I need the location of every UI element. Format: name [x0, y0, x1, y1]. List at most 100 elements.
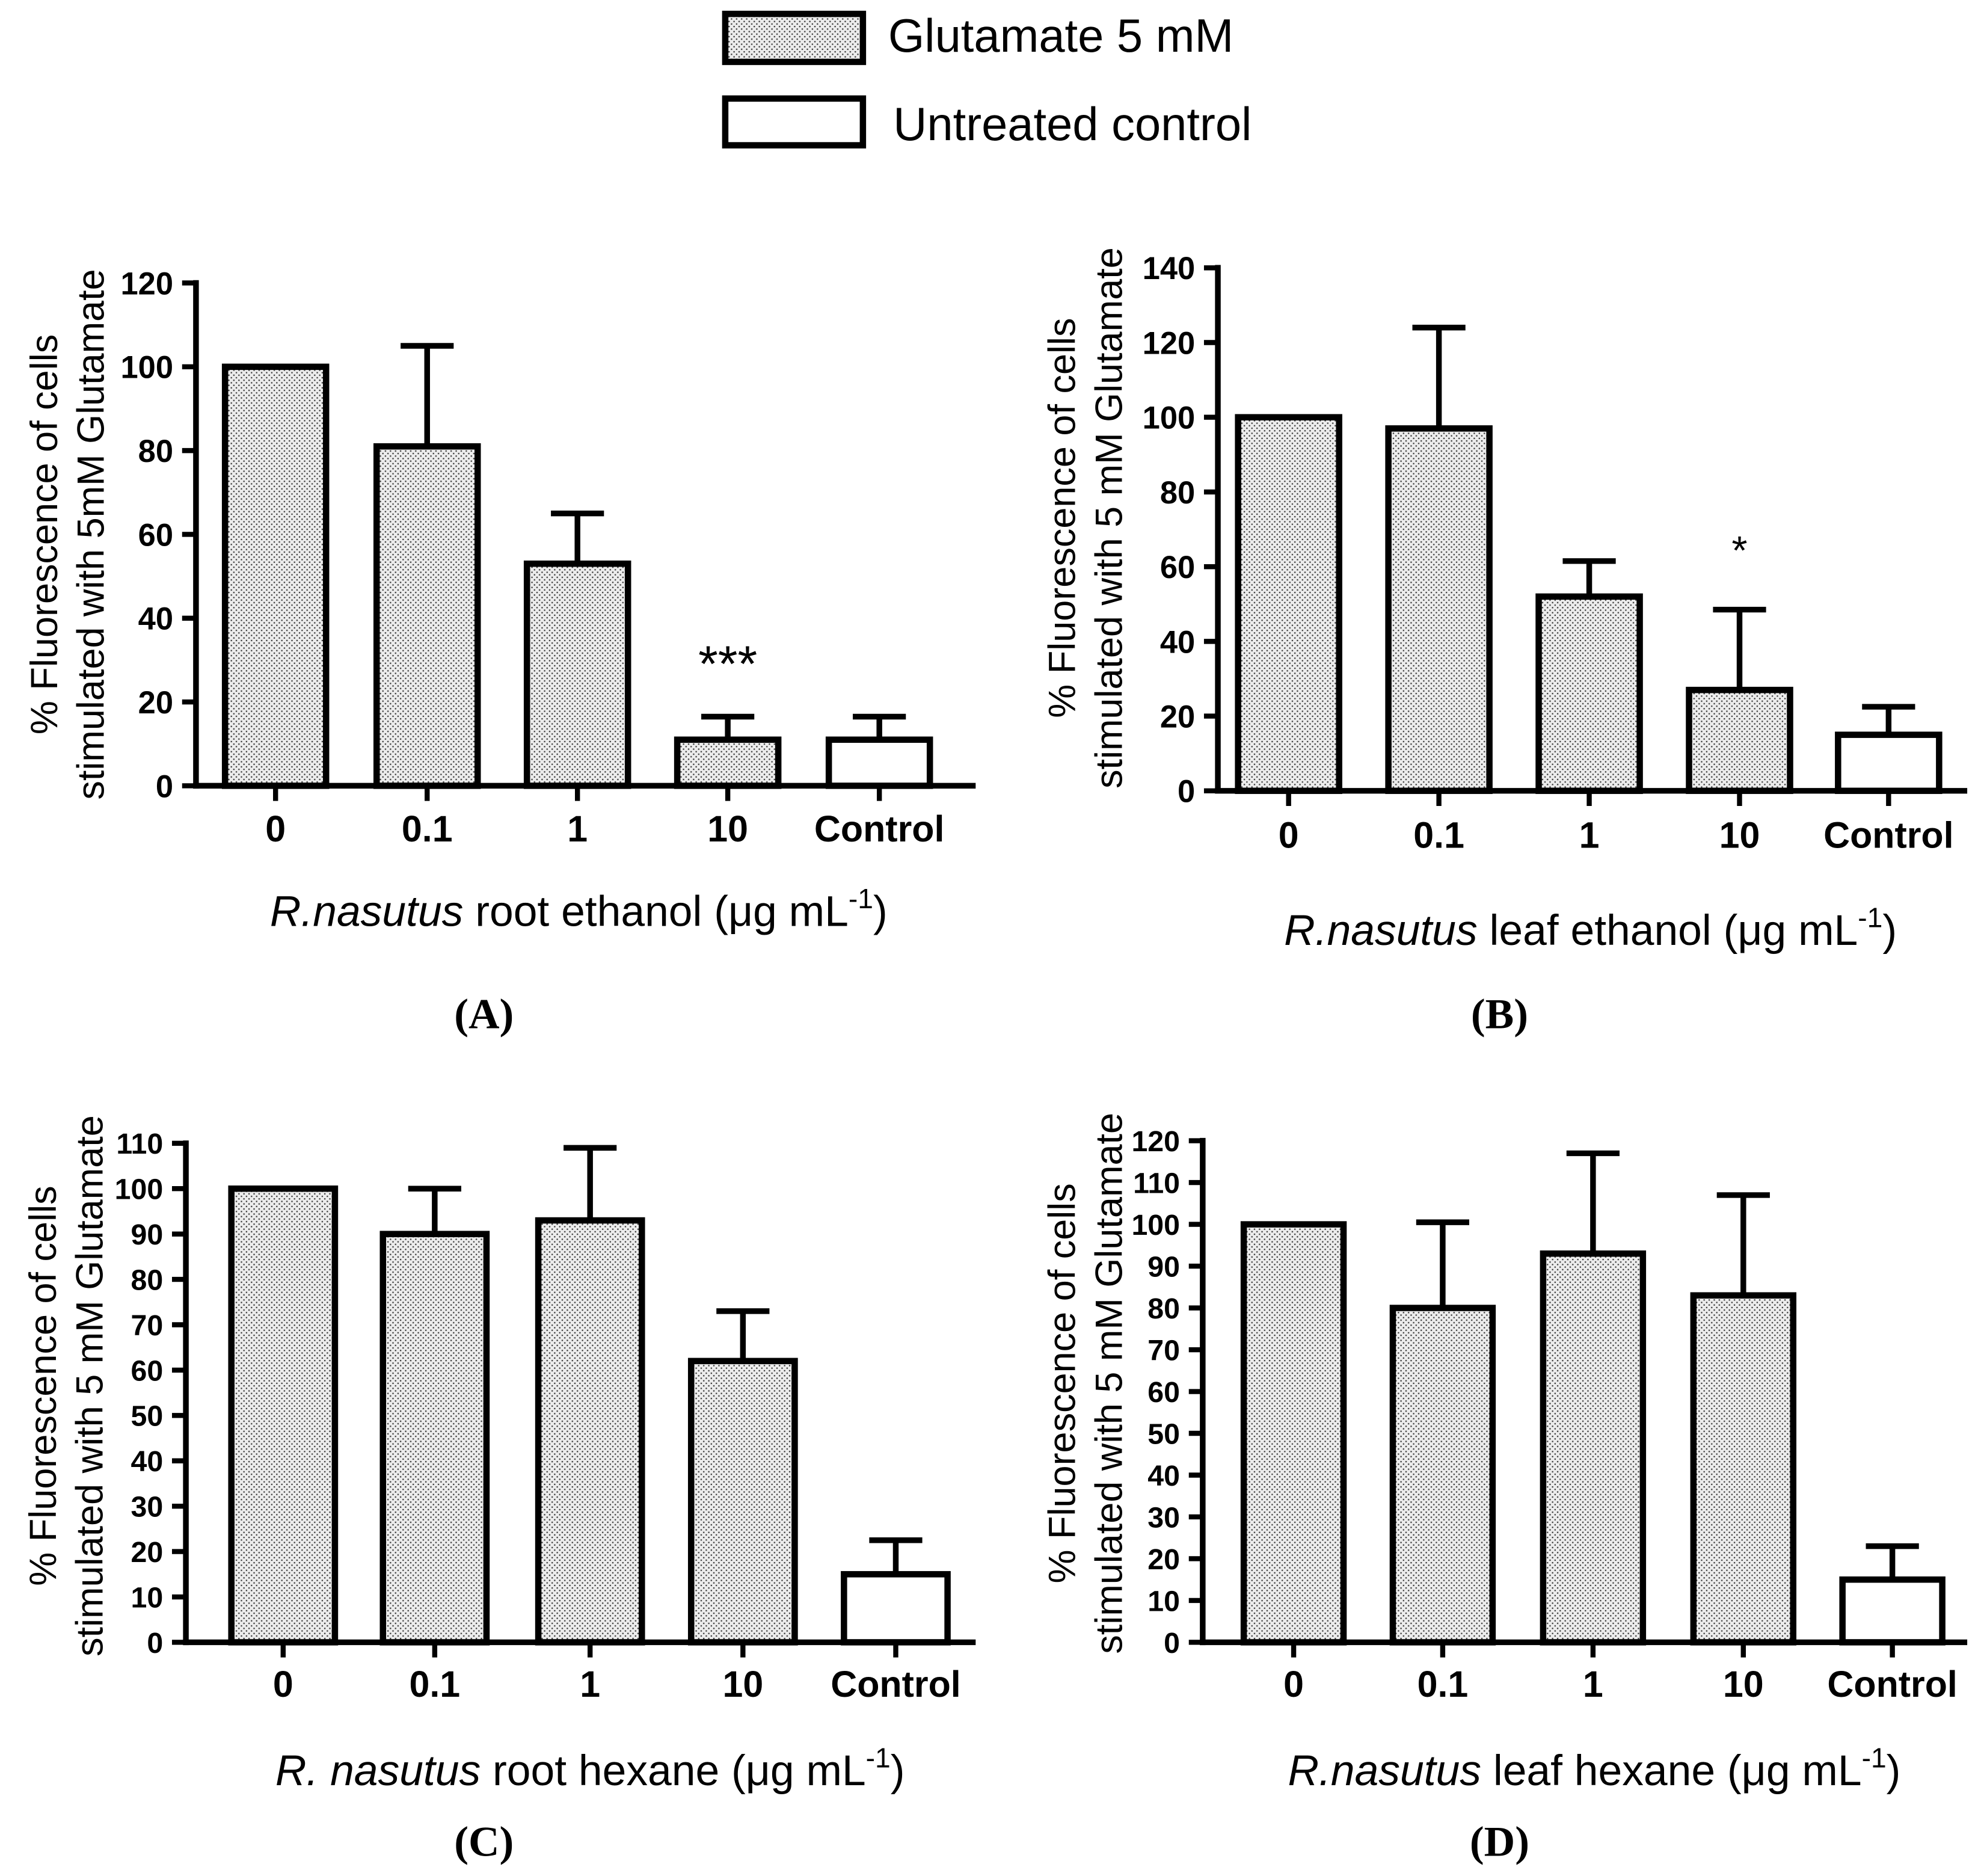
y-tick-label: 110 [116, 1128, 163, 1160]
bar-0-1 [379, 1231, 490, 1646]
y-tick-label: 50 [1147, 1418, 1180, 1450]
x-axis-title-end: ) [1887, 1747, 1901, 1795]
x-axis-title-end: ) [891, 1747, 905, 1795]
legend: Glutamate 5 mM Untreated control [722, 10, 1252, 150]
panel-label-c: (C) [454, 1818, 514, 1865]
bar-10 [1690, 1292, 1797, 1646]
bar-1 [535, 1217, 645, 1646]
y-tick-label: 40 [1160, 624, 1195, 660]
bar-1 [523, 560, 631, 789]
x-tick-label-1: 1 [567, 808, 588, 849]
y-axis-title-line-1: % Fluorescence of cells [1042, 1183, 1084, 1583]
y-tick-label: 60 [1160, 550, 1195, 585]
x-axis-title-species: R.nasutus [1284, 906, 1478, 955]
x-tick-label-control: Control [831, 1664, 960, 1705]
x-tick-label-0: 0 [1283, 1664, 1304, 1705]
chart-panel-a: 0 20 40 60 80 100 120 0 0.1 1 10 Control *** % Fluore… [23, 266, 976, 1038]
bar-0 [1240, 1221, 1347, 1646]
x-axis-title-text: root hexane (μg mL [481, 1747, 866, 1795]
x-axis-title: R.nasutus root ethanol (μg mL-1) [270, 883, 888, 935]
x-axis-title-end: ) [1882, 906, 1897, 955]
bar-control [1835, 731, 1943, 795]
bar-control [825, 736, 933, 789]
y-tick-label: 20 [1160, 699, 1195, 734]
chart-panel-b: 0 20 40 60 80 100 120 140 0 0.1 1 10 Control * % Fluor… [1042, 247, 1968, 1038]
x-tick-label-0-1: 0.1 [410, 1664, 461, 1705]
y-tick-label: 0 [156, 769, 173, 804]
x-tick-label-control: Control [814, 808, 944, 849]
y-tick-label: 100 [1143, 401, 1196, 436]
x-tick-label-10: 10 [1719, 814, 1760, 855]
legend-label-untreated-control: Untreated control [893, 99, 1252, 150]
legend-label-glutamate: Glutamate 5 mM [888, 10, 1233, 62]
y-tick-label: 50 [131, 1400, 164, 1433]
significance-marker: * [1731, 528, 1747, 573]
y-tick-label: 60 [138, 517, 173, 553]
y-tick-label: 0 [1178, 774, 1195, 810]
y-tick-label: 110 [1133, 1167, 1180, 1199]
y-tick-label: 20 [1147, 1543, 1180, 1576]
x-axis-title-species: R.nasutus [1288, 1747, 1481, 1795]
y-tick-label: 10 [1147, 1585, 1180, 1617]
x-axis-title-text: leaf ethanol (μg mL [1478, 906, 1858, 955]
bar-1 [1535, 593, 1643, 795]
x-tick-label-1: 1 [580, 1664, 600, 1705]
legend-swatch-untreated-control [722, 95, 867, 149]
y-tick-label: 20 [138, 685, 173, 721]
y-tick-label: 120 [1143, 325, 1196, 361]
y-tick-label: 80 [1160, 475, 1195, 511]
y-tick-label: 90 [131, 1219, 164, 1251]
bar-10 [687, 1358, 798, 1646]
x-tick-label-0-1: 0.1 [1417, 1664, 1469, 1705]
bar-control [1839, 1576, 1946, 1646]
x-axis-title: R. nasutus root hexane (μg mL-1) [275, 1742, 905, 1794]
bar-0-1 [1389, 1305, 1496, 1646]
x-axis-title: R.nasutus leaf ethanol (μg mL-1) [1284, 902, 1897, 955]
x-tick-label-10: 10 [722, 1664, 763, 1705]
x-axis-title: R.nasutus leaf hexane (μg mL-1) [1288, 1742, 1900, 1794]
y-tick-label: 0 [1164, 1627, 1180, 1659]
x-tick-label-0-1: 0.1 [1413, 814, 1464, 855]
panel-label-d: (D) [1470, 1818, 1529, 1865]
bar-0-1 [373, 443, 481, 789]
y-axis-title-line-2: stimulated with 5 mM Glutamate [1088, 247, 1130, 789]
x-tick-label-0: 0 [1279, 814, 1299, 855]
bar-0 [1235, 414, 1342, 795]
y-tick-label: 100 [120, 350, 173, 386]
y-tick-label: 60 [131, 1355, 164, 1387]
y-tick-label: 80 [131, 1264, 164, 1296]
bar-1 [1540, 1250, 1647, 1646]
x-tick-label-1: 1 [1579, 814, 1600, 855]
y-tick-label: 0 [147, 1627, 163, 1659]
y-tick-label: 140 [1143, 251, 1196, 286]
bar-0-1 [1385, 425, 1493, 795]
x-tick-label-10: 10 [1723, 1664, 1764, 1705]
y-axis-title-line-2: stimulated with 5mM Glutamate [70, 269, 112, 799]
y-tick-label: 60 [1147, 1376, 1180, 1409]
x-tick-label-10: 10 [707, 808, 748, 849]
y-axis-title-line-1: % Fluorescence of cells [23, 334, 66, 734]
y-axis-title-line-1: % Fluorescence of cells [22, 1186, 64, 1585]
x-axis-title-superscript: -1 [1862, 1742, 1887, 1773]
bar-control [841, 1571, 951, 1646]
significance-marker: *** [698, 636, 757, 692]
legend-swatch-glutamate [722, 10, 867, 66]
y-tick-label: 10 [131, 1581, 164, 1614]
x-tick-label-control: Control [1823, 814, 1953, 855]
y-axis-title-line-2: stimulated with 5 mM Glutamate [1088, 1113, 1130, 1654]
x-axis-title-end: ) [873, 888, 888, 936]
y-tick-label: 30 [1147, 1501, 1180, 1534]
y-tick-label: 100 [1131, 1209, 1180, 1241]
panel-label-a: (A) [454, 991, 514, 1038]
y-tick-label: 40 [131, 1445, 164, 1478]
y-tick-label: 120 [1131, 1125, 1180, 1158]
x-axis-title-superscript: -1 [849, 883, 873, 914]
y-tick-label: 80 [138, 434, 173, 469]
x-axis-title-species: R. nasutus [275, 1747, 481, 1795]
y-tick-label: 40 [138, 601, 173, 637]
y-tick-label: 70 [1147, 1334, 1180, 1367]
